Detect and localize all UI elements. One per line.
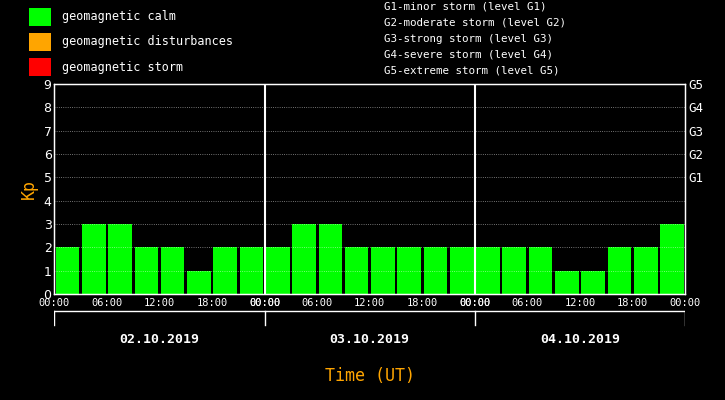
Bar — [135, 247, 158, 294]
Bar — [660, 224, 684, 294]
Text: G5-extreme storm (level G5): G5-extreme storm (level G5) — [384, 66, 560, 76]
Bar — [161, 247, 184, 294]
Bar — [345, 247, 368, 294]
Bar — [318, 224, 342, 294]
Bar — [187, 271, 211, 294]
Text: Time (UT): Time (UT) — [325, 367, 415, 385]
Text: geomagnetic storm: geomagnetic storm — [62, 61, 183, 74]
Bar — [240, 247, 263, 294]
Text: G2-moderate storm (level G2): G2-moderate storm (level G2) — [384, 18, 566, 28]
Bar — [56, 247, 79, 294]
Bar — [266, 247, 289, 294]
Bar — [29, 8, 51, 26]
Text: 02.10.2019: 02.10.2019 — [120, 333, 199, 346]
Bar — [476, 247, 500, 294]
Text: G1-minor storm (level G1): G1-minor storm (level G1) — [384, 2, 547, 12]
Y-axis label: Kp: Kp — [20, 179, 38, 199]
Text: G3-strong storm (level G3): G3-strong storm (level G3) — [384, 34, 553, 44]
Text: G4-severe storm (level G4): G4-severe storm (level G4) — [384, 50, 553, 60]
Bar — [213, 247, 237, 294]
Bar — [423, 247, 447, 294]
Bar — [29, 33, 51, 51]
Bar — [397, 247, 421, 294]
Bar — [82, 224, 106, 294]
Bar — [555, 271, 579, 294]
Bar — [634, 247, 658, 294]
Bar — [371, 247, 394, 294]
Text: 03.10.2019: 03.10.2019 — [330, 333, 410, 346]
Bar — [450, 247, 473, 294]
Bar — [529, 247, 552, 294]
Bar — [581, 271, 605, 294]
Bar — [502, 247, 526, 294]
Bar — [292, 224, 316, 294]
Bar — [29, 58, 51, 76]
Text: 04.10.2019: 04.10.2019 — [540, 333, 620, 346]
Bar — [108, 224, 132, 294]
Bar — [608, 247, 631, 294]
Text: geomagnetic calm: geomagnetic calm — [62, 10, 175, 23]
Text: geomagnetic disturbances: geomagnetic disturbances — [62, 36, 233, 48]
